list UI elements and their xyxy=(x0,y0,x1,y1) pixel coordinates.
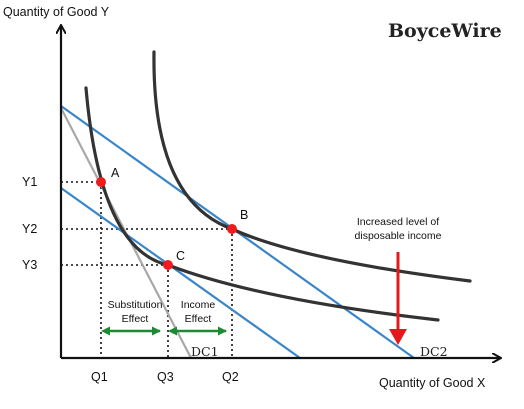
indifference-curve-2 xyxy=(152,50,472,283)
income-effect-label: Income Effect xyxy=(180,299,216,325)
brand-logo: BoyceWire xyxy=(388,20,502,42)
income-arrow-left-head xyxy=(168,326,177,336)
x-tick-q1: Q1 xyxy=(91,370,108,384)
point-a-label: A xyxy=(111,166,120,180)
budget-label-dc1: DC1 xyxy=(191,344,219,359)
point-c-label: C xyxy=(176,249,186,263)
y-axis-label: Quantity of Good Y xyxy=(3,5,110,19)
budget-label-dc2: DC2 xyxy=(420,344,448,359)
x-tick-q3: Q3 xyxy=(157,370,174,384)
x-tick-q2: Q2 xyxy=(222,370,239,384)
budget-line-dc1 xyxy=(60,187,301,359)
substitution-effect-label: Substitution Effect xyxy=(107,299,163,325)
income-shift-arrow-head xyxy=(389,329,407,345)
y-tick-y3: Y3 xyxy=(22,258,38,272)
indifference-curve-1 xyxy=(84,86,440,322)
point-b-label: B xyxy=(240,208,249,222)
substitution-arrow-left-head xyxy=(101,326,110,336)
point-a-marker xyxy=(96,177,106,187)
income-increase-annotation: Increased level of disposable income xyxy=(354,216,442,242)
point-b-marker xyxy=(227,224,237,234)
y-tick-y2: Y2 xyxy=(22,222,38,236)
point-c-marker xyxy=(163,260,173,270)
x-axis-label: Quantity of Good X xyxy=(379,376,486,390)
y-tick-y1: Y1 xyxy=(22,175,38,189)
